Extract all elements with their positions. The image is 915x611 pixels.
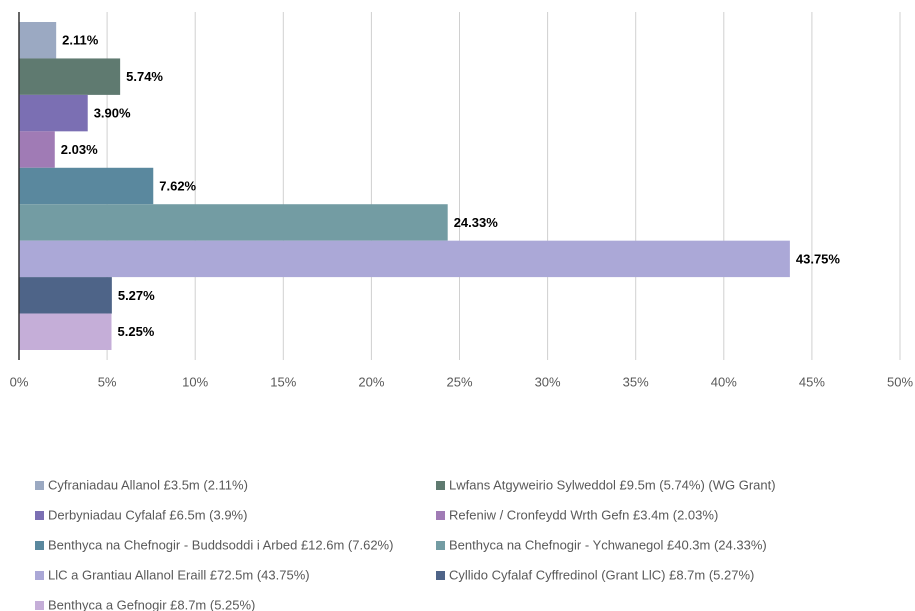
bar [19, 277, 112, 314]
x-tick-label: 40% [711, 374, 737, 389]
legend-label: Lwfans Atgyweirio Sylweddol £9.5m (5.74%… [449, 477, 776, 492]
value-label: 5.25% [118, 324, 155, 339]
value-label: 5.74% [126, 69, 163, 84]
legend-swatch [35, 511, 44, 520]
x-tick-label: 15% [270, 374, 296, 389]
legend-swatch [436, 541, 445, 550]
bar [19, 131, 55, 168]
legend-swatch [436, 481, 445, 490]
legend-label: Benthyca a Gefnogir £8.7m (5.25%) [48, 597, 255, 611]
x-tick-label: 0% [10, 374, 29, 389]
legend-label: Benthyca na Chefnogir - Buddsoddi i Arbe… [48, 537, 393, 552]
legend-swatch [436, 571, 445, 580]
legend-label: Derbyniadau Cyfalaf £6.5m (3.9%) [48, 507, 247, 522]
legend-label: Refeniw / Cronfeydd Wrth Gefn £3.4m (2.0… [449, 507, 718, 522]
x-tick-label: 30% [535, 374, 561, 389]
value-label: 2.03% [61, 142, 98, 157]
x-tick-label: 5% [98, 374, 117, 389]
value-label: 5.27% [118, 288, 155, 303]
bar [19, 94, 88, 132]
bar [19, 58, 121, 95]
value-label: 24.33% [454, 215, 499, 230]
bar [19, 204, 448, 241]
value-label: 3.90% [94, 106, 131, 121]
x-tick-label: 45% [799, 374, 825, 389]
legend-label: Cyfraniadau Allanol £3.5m (2.11%) [48, 477, 248, 492]
x-tick-label: 50% [887, 374, 913, 389]
bar [19, 167, 154, 205]
legend-swatch [436, 511, 445, 520]
legend-swatch [35, 481, 44, 490]
x-tick-label: 25% [446, 374, 472, 389]
legend-swatch [35, 601, 44, 610]
bar [19, 240, 790, 278]
bar [19, 313, 112, 350]
value-label: 43.75% [796, 251, 841, 266]
legend-label: LlC a Grantiau Allanol Eraill £72.5m (43… [48, 567, 310, 582]
bar [19, 22, 57, 59]
value-label: 7.62% [159, 178, 196, 193]
legend-label: Benthyca na Chefnogir - Ychwanegol £40.3… [449, 537, 767, 552]
x-tick-label: 35% [623, 374, 649, 389]
x-tick-label: 10% [182, 374, 208, 389]
legend-swatch [35, 541, 44, 550]
legend-swatch [35, 571, 44, 580]
value-label: 2.11% [62, 33, 99, 48]
legend-label: Cyllido Cyfalaf Cyffredinol (Grant LlC) … [449, 567, 754, 582]
x-tick-label: 20% [358, 374, 384, 389]
